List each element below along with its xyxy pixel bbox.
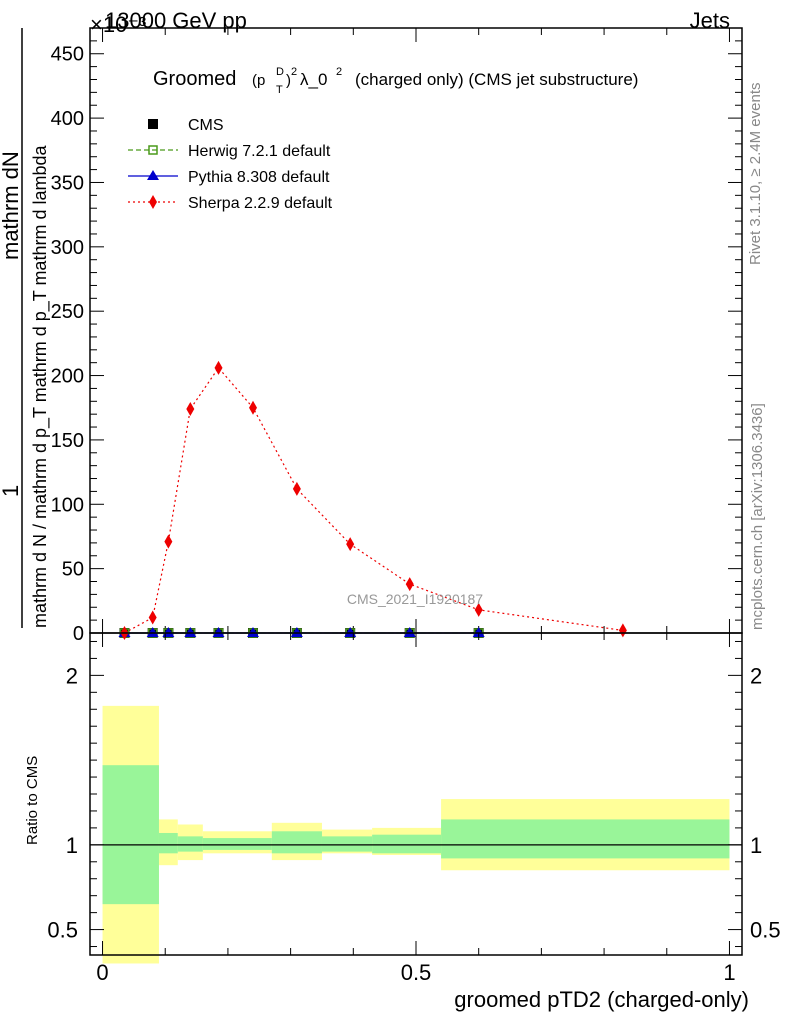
- data-point-2-6: [290, 627, 303, 637]
- data-point-3-3: [186, 402, 195, 417]
- inner-band-3: [202, 838, 272, 850]
- main-ytick-label: 150: [51, 430, 84, 452]
- rivet-label: Rivet 3.1.10, ≥ 2.4M events: [747, 83, 764, 266]
- legend-marker-0: [148, 119, 158, 129]
- inner-band-4: [271, 831, 322, 854]
- data-point-3-1: [148, 610, 157, 625]
- main-ytick-label: 350: [51, 172, 84, 194]
- mcplots-label: mcplots.cern.ch [arXiv:1306.3436]: [749, 403, 766, 630]
- legend-label-3: Sherpa 2.2.9 default: [188, 195, 333, 212]
- data-point-2-4: [212, 627, 225, 637]
- data-point-2-1: [146, 627, 159, 637]
- main-ytick-label: 250: [51, 301, 84, 323]
- main-ytick-label: 50: [62, 559, 84, 581]
- legend-label-1: Herwig 7.2.1 default: [188, 143, 331, 160]
- data-point-2-5: [247, 627, 259, 637]
- data-point-3-4: [214, 360, 223, 375]
- inner-band-5: [321, 836, 373, 852]
- data-point-3-5: [249, 400, 257, 415]
- title-paren-open: (p: [252, 72, 265, 89]
- main-ytick-label: 300: [51, 237, 84, 259]
- inner-band-2: [177, 836, 203, 852]
- title-exponent-2: 2: [336, 66, 342, 78]
- inner-band-6: [372, 834, 442, 854]
- legend-marker-3: [149, 195, 157, 209]
- ratio-xtick-label: 1: [723, 960, 735, 985]
- ratio-xtick-label: 0: [96, 960, 108, 985]
- ratio-ytick-label-right: 1: [750, 833, 762, 858]
- watermark: CMS_2021_I1920187: [347, 591, 483, 607]
- inner-band-1: [158, 832, 178, 854]
- inner-band-7: [441, 819, 730, 859]
- ylabel-bottom: mathrm d N / mathrm d p_T mathrm d p_T m…: [30, 145, 51, 628]
- data-point-3-8: [405, 577, 414, 592]
- main-ytick-label: 0: [73, 623, 84, 645]
- main-ytick-label: 100: [51, 494, 84, 516]
- ratio-ytick-label: 2: [66, 663, 78, 688]
- title-paren-close: ): [286, 72, 291, 89]
- main-title: Groomed (p D T ) 2 λ_0 2 (charged only) …: [153, 66, 638, 96]
- exponent-label: ×10⁻³: [90, 12, 146, 37]
- legend-label-0: CMS: [188, 117, 224, 134]
- ratio-ytick-label: 0.5: [47, 918, 78, 943]
- title-sup: D: [276, 66, 284, 78]
- inner-band-0: [102, 765, 159, 905]
- title-tail: (charged only) (CMS jet substructure): [355, 70, 638, 89]
- data-point-3-2: [164, 534, 173, 549]
- ratio-ytick-label-right: 2: [750, 663, 762, 688]
- main-ylabel: 1 mathrm dN mathrm d N / mathrm d p_T ma…: [0, 28, 51, 628]
- data-point-3-6: [292, 481, 301, 496]
- ylabel-top: mathrm dN: [0, 151, 23, 260]
- ratio-plot-frame: [89, 632, 743, 956]
- title-exponent: 2: [291, 66, 297, 78]
- title-rest: λ_0: [300, 70, 327, 89]
- ratio-xtick-label: 0.5: [401, 960, 432, 985]
- legend-marker-1: [148, 145, 158, 155]
- data-point-3-7: [346, 537, 355, 552]
- ratio-ylabel: Ratio to CMS: [24, 756, 41, 845]
- ratio-xlabel: groomed pTD2 (charged-only): [454, 987, 749, 1012]
- title-sub: T: [276, 84, 283, 96]
- main-ytick-label: 400: [51, 108, 84, 130]
- process-label: Jets: [690, 8, 730, 33]
- data-point-3-10: [618, 623, 627, 638]
- data-point-2-9: [472, 627, 485, 637]
- data-point-2-8: [403, 627, 416, 637]
- ratio-ytick-label: 1: [66, 833, 78, 858]
- main-ytick-label: 200: [51, 366, 84, 388]
- data-point-2-3: [184, 627, 197, 637]
- ylabel-numerator: 1: [0, 485, 23, 497]
- legend-label-2: Pythia 8.308 default: [188, 169, 330, 186]
- ratio-ytick-label-right: 0.5: [750, 918, 781, 943]
- data-point-3-9: [474, 602, 483, 617]
- legend-marker-2: [147, 170, 159, 180]
- title-main: Groomed: [153, 68, 236, 90]
- energy-label: 13000 GeV pp: [105, 8, 247, 33]
- legend: CMS Herwig 7.2.1 default Pythia 8.308 defa…: [128, 117, 333, 212]
- main-ytick-label: 450: [51, 44, 84, 66]
